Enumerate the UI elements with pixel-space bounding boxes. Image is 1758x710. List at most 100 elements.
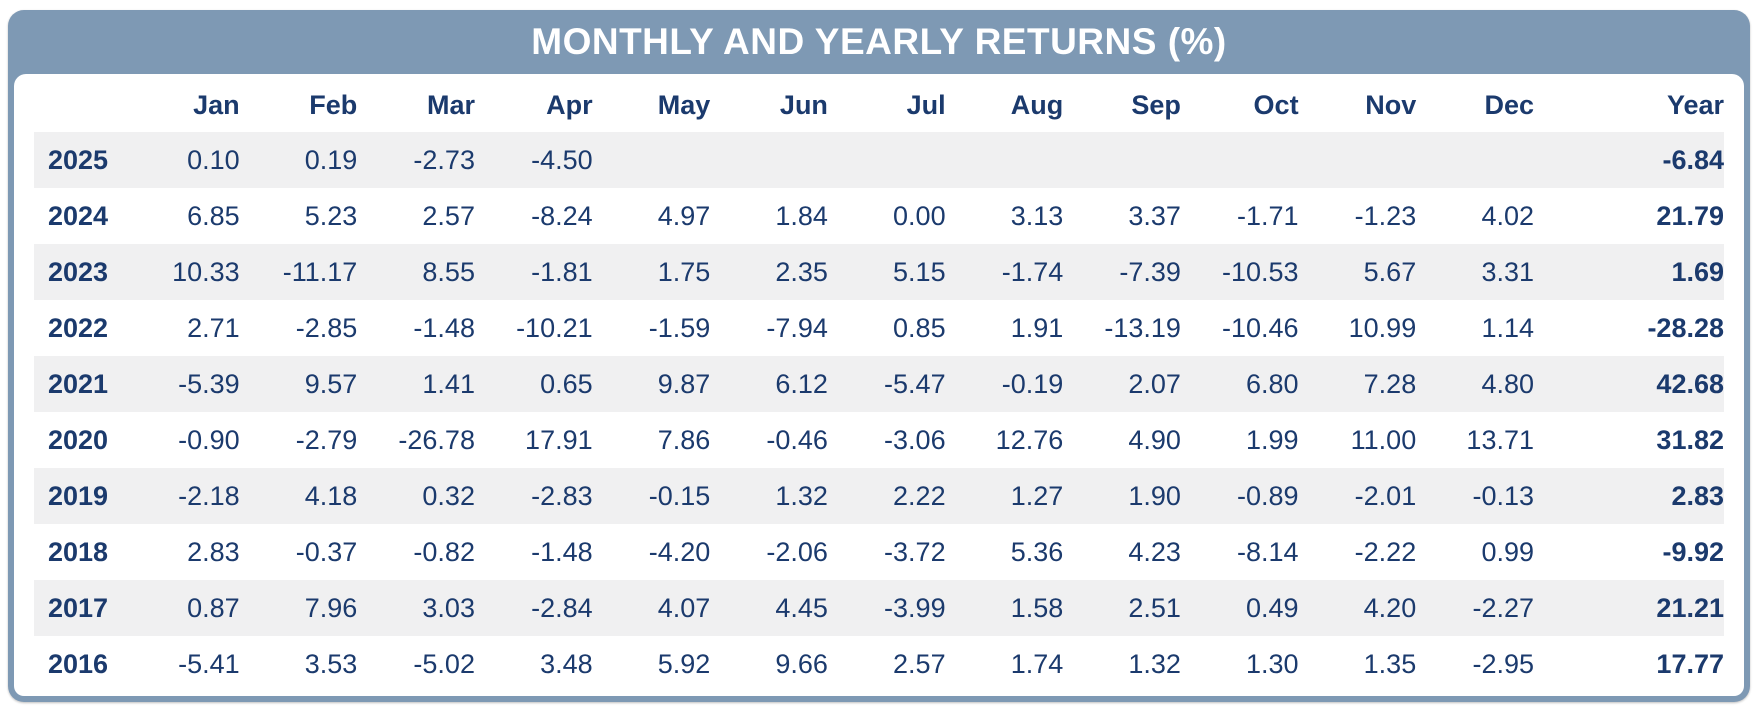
month-return-cell: -5.47 [884, 368, 946, 399]
month-return-cell: 0.85 [893, 312, 946, 343]
month-return-cell: 3.13 [1010, 200, 1064, 231]
month-return-cell: -2.73 [413, 144, 475, 175]
month-return-cell: 2.22 [893, 480, 946, 511]
month-return-cell: 7.96 [304, 592, 358, 623]
year-label: 2021 [48, 368, 109, 399]
month-return-cell: -2.22 [1354, 536, 1417, 567]
month-return-cell: 1.27 [1010, 480, 1064, 511]
month-return-cell: -1.48 [531, 536, 593, 567]
month-return-cell: 6.80 [1246, 368, 1299, 399]
year-label: 2019 [48, 480, 109, 511]
month-return-cell: -5.02 [413, 648, 475, 679]
month-return-cell: 4.23 [1128, 536, 1181, 567]
month-return-cell: 4.07 [657, 592, 711, 623]
month-return-cell: 3.48 [540, 648, 593, 679]
table-row-2025: 2025 0.10 0.19 -2.73 -4.50 -6.84 [34, 132, 1724, 188]
column-header-may: May [657, 89, 711, 120]
year-return-cell: 1.69 [1671, 256, 1724, 287]
table-row-2018: 2018 2.83 -0.37 -0.82 -1.48 -4.20 -2.06 -3.72 5.… [34, 524, 1724, 580]
header-row: Jan Feb Mar Apr May Jun Jul Aug Sep Oct Nov Dec Year [34, 78, 1724, 132]
month-return-cell: -8.24 [531, 200, 593, 231]
month-return-cell: 3.53 [304, 648, 358, 679]
month-return-cell: -26.78 [398, 424, 475, 455]
month-return-cell: 0.87 [187, 592, 240, 623]
month-return-cell: -2.79 [295, 424, 358, 455]
month-return-cell: 5.67 [1363, 256, 1417, 287]
column-header-oct: Oct [1253, 89, 1299, 120]
row-header-column-label [34, 78, 122, 132]
month-return-cell: -10.46 [1222, 312, 1299, 343]
month-return-cell: -2.85 [295, 312, 358, 343]
month-return-cell: -1.74 [1001, 256, 1064, 287]
month-return-cell: -3.72 [884, 536, 946, 567]
month-return-cell [1416, 132, 1534, 188]
column-header-jul: Jul [906, 89, 946, 120]
column-header-aug: Aug [1010, 89, 1064, 120]
month-return-cell: 6.12 [775, 368, 828, 399]
month-return-cell: 1.30 [1246, 648, 1299, 679]
year-return-cell: 2.83 [1671, 480, 1724, 511]
month-return-cell: -4.20 [648, 536, 711, 567]
year-label: 2022 [48, 312, 109, 343]
month-return-cell: 0.49 [1246, 592, 1299, 623]
table-row-2021: 2021 -5.39 9.57 1.41 0.65 9.87 6.12 -5.47 -0.19 2… [34, 356, 1724, 412]
month-return-cell: -2.06 [766, 536, 828, 567]
month-return-cell: 9.87 [657, 368, 711, 399]
month-return-cell: 1.32 [775, 480, 828, 511]
month-return-cell: 7.28 [1363, 368, 1417, 399]
month-return-cell: -0.90 [178, 424, 240, 455]
returns-table: Jan Feb Mar Apr May Jun Jul Aug Sep Oct Nov Dec Year… [34, 78, 1724, 692]
table-row-2019: 2019 -2.18 4.18 0.32 -2.83 -0.15 1.32 2.22 1.27 1… [34, 468, 1724, 524]
month-return-cell: -10.21 [516, 312, 593, 343]
table-row-2024: 2024 6.85 5.23 2.57 -8.24 4.97 1.84 0.00 3.13 3.3… [34, 188, 1724, 244]
month-return-cell: 6.85 [187, 200, 240, 231]
month-return-cell: 2.07 [1128, 368, 1181, 399]
year-label: 2024 [48, 200, 109, 231]
month-return-cell: -1.59 [648, 312, 711, 343]
month-return-cell: -1.23 [1354, 200, 1417, 231]
month-return-cell: 4.02 [1481, 200, 1534, 231]
month-return-cell: -1.71 [1237, 200, 1299, 231]
month-return-cell: -4.50 [531, 144, 593, 175]
month-return-cell: 3.31 [1481, 256, 1534, 287]
month-return-cell [1181, 132, 1299, 188]
column-header-mar: Mar [426, 89, 475, 120]
column-header-nov: Nov [1365, 89, 1417, 120]
month-return-cell: 1.35 [1363, 648, 1417, 679]
column-header-jun: Jun [779, 89, 828, 120]
month-return-cell: 4.45 [775, 592, 828, 623]
month-return-cell: 17.91 [525, 424, 593, 455]
month-return-cell: 7.86 [657, 424, 711, 455]
month-return-cell: 1.90 [1128, 480, 1181, 511]
year-return-cell: -9.92 [1662, 536, 1724, 567]
year-return-cell: 21.21 [1656, 592, 1724, 623]
month-return-cell [710, 132, 828, 188]
month-return-cell: 1.99 [1246, 424, 1299, 455]
month-return-cell: -2.01 [1354, 480, 1417, 511]
table-row-2016: 2016 -5.41 3.53 -5.02 3.48 5.92 9.66 2.57 1.74 1.… [34, 636, 1724, 692]
year-return-cell: -28.28 [1647, 312, 1724, 343]
month-return-cell: -1.81 [531, 256, 593, 287]
month-return-cell: 0.10 [187, 144, 240, 175]
month-return-cell: -2.83 [531, 480, 593, 511]
month-return-cell: 9.66 [775, 648, 828, 679]
month-return-cell [593, 132, 711, 188]
month-return-cell: -0.19 [1001, 368, 1064, 399]
month-return-cell: 4.80 [1481, 368, 1534, 399]
month-return-cell [946, 132, 1064, 188]
table-title-bar: MONTHLY AND YEARLY RETURNS (%) [14, 10, 1744, 74]
month-return-cell: -3.99 [884, 592, 946, 623]
month-return-cell: -7.39 [1119, 256, 1181, 287]
month-return-cell: -5.41 [178, 648, 240, 679]
month-return-cell: 5.23 [304, 200, 358, 231]
month-return-cell: 1.14 [1481, 312, 1534, 343]
month-return-cell: 12.76 [995, 424, 1064, 455]
month-return-cell: -10.53 [1222, 256, 1299, 287]
month-return-cell: -2.84 [531, 592, 593, 623]
month-return-cell: -0.89 [1237, 480, 1299, 511]
month-return-cell: 13.71 [1466, 424, 1534, 455]
year-return-cell: -6.84 [1662, 144, 1724, 175]
month-return-cell: 0.65 [540, 368, 593, 399]
year-return-cell: 42.68 [1656, 368, 1724, 399]
table-body: Jan Feb Mar Apr May Jun Jul Aug Sep Oct Nov Dec Year… [14, 74, 1744, 696]
